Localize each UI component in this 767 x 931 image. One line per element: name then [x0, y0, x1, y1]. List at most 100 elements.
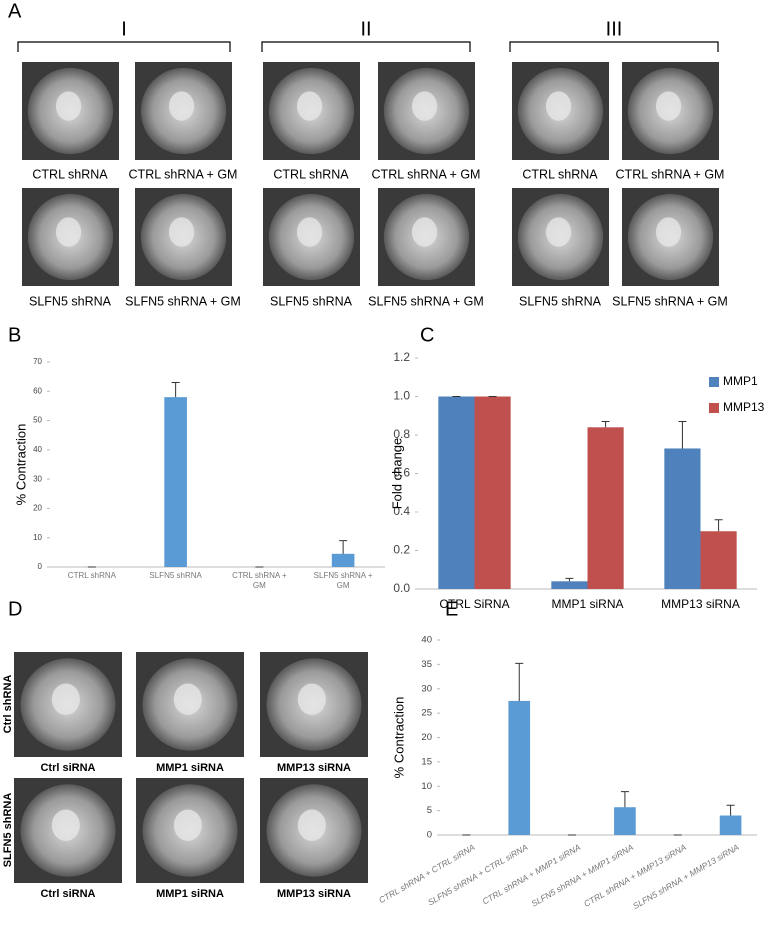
photo [622, 188, 719, 286]
x-tick-label: SLFN5 shRNA + CTRL siRNA [426, 842, 530, 908]
x-tick-label: CTRL shRNA [67, 571, 116, 580]
error-bar [620, 791, 629, 808]
photo [378, 62, 475, 160]
gel [545, 91, 572, 121]
photo-caption: SLFN5 shRNA [29, 294, 112, 308]
photo [512, 188, 609, 286]
panel-label: A [8, 0, 22, 22]
photo [14, 652, 122, 757]
photo-caption: Ctrl siRNA [40, 762, 95, 774]
photo-caption: SLFN5 shRNA + GM [612, 294, 728, 308]
panel-label: B [8, 324, 21, 346]
error-bar [171, 382, 180, 398]
y-tick-label: 40 [421, 635, 432, 646]
error-bar [339, 540, 348, 554]
y-tick-label: 25 [421, 708, 432, 719]
y-axis-label: % Contraction [13, 424, 28, 506]
x-tick-label: MMP1 siRNA [551, 597, 623, 611]
gel [51, 809, 80, 841]
y-tick-label: 0 [38, 562, 43, 571]
gel [297, 809, 326, 841]
y-tick-label: 20 [421, 732, 432, 743]
gel [296, 217, 323, 247]
photo-caption: CTRL shRNA + GM [129, 167, 238, 181]
gel [173, 809, 202, 841]
bar [438, 396, 475, 589]
error-bar [515, 662, 524, 701]
gel [168, 91, 195, 121]
y-axis-label: Fold change [389, 438, 404, 510]
photo-caption: MMP1 siRNA [156, 888, 224, 900]
photo-caption: SLFN5 shRNA [519, 294, 602, 308]
photo [22, 62, 119, 160]
y-tick-label: 50 [33, 416, 42, 425]
photo [14, 778, 122, 883]
gel [51, 683, 80, 715]
photo [135, 62, 232, 160]
panel-label: C [420, 324, 434, 346]
error-bar [601, 421, 610, 428]
x-tick-label: SLFN5 shRNA + MMP13 siRNA [631, 842, 741, 911]
x-tick-label-box: SLFN5 shRNA [149, 571, 202, 580]
photo [136, 652, 244, 757]
y-tick-label: 30 [33, 474, 42, 483]
gel [173, 683, 202, 715]
y-tick-label: 0.6 [393, 466, 410, 480]
photo-caption: SLFN5 shRNA + GM [125, 294, 241, 308]
photo [263, 188, 360, 286]
bar [474, 396, 511, 589]
y-tick-label: 35 [421, 659, 432, 670]
row-label: Ctrl shRNA [2, 675, 14, 734]
y-tick-label: 30 [421, 683, 432, 694]
gel [297, 683, 326, 715]
y-axis-label: % Contraction [391, 697, 406, 779]
gel [655, 217, 682, 247]
photo [512, 62, 609, 160]
photo [135, 188, 232, 286]
x-tick-label-box: CTRL shRNA [67, 571, 116, 580]
x-tick-label: CTRL SiRNA [439, 597, 509, 611]
photo-caption: MMP13 siRNA [277, 762, 351, 774]
y-tick-label: 20 [33, 504, 42, 513]
photo [378, 188, 475, 286]
photo-caption: CTRL shRNA [273, 167, 349, 181]
y-tick-label: 0 [427, 830, 432, 841]
bracket [17, 41, 231, 52]
panel-label: D [8, 598, 22, 620]
y-tick-label: 70 [33, 357, 42, 366]
x-tick-label: MMP13 siRNA [661, 597, 740, 611]
y-tick-label: 0.4 [393, 504, 410, 518]
legend-swatch [709, 377, 719, 387]
photo-caption: MMP1 siRNA [156, 762, 224, 774]
legend-label: MMP13 [723, 400, 765, 414]
panel-label: E [445, 598, 458, 620]
bar [164, 397, 187, 567]
gel [55, 91, 82, 121]
photo [622, 62, 719, 160]
x-tick-label-box: SLFN5 shRNA + GM [314, 571, 373, 590]
x-tick-label: SLFN5 shRNA [149, 571, 202, 580]
group-label: III [606, 18, 623, 40]
bar [614, 807, 636, 835]
photo [22, 188, 119, 286]
photo-caption: SLFN5 shRNA [270, 294, 353, 308]
photo [260, 778, 368, 883]
y-tick-label: 40 [33, 445, 42, 454]
bar [700, 531, 737, 589]
error-bar [714, 519, 723, 532]
photo [260, 652, 368, 757]
x-tick-label: SLFN5 shRNA + MMP1 siRNA [529, 842, 635, 909]
error-bar [678, 421, 687, 449]
x-tick-label: CTRL shRNA + MMP13 siRNA [582, 842, 688, 909]
bar [508, 700, 531, 835]
y-tick-label: 1.0 [393, 389, 410, 403]
x-tick-label: CTRL shRNA + CTRL siRNA [377, 842, 477, 905]
legend-label: MMP1 [723, 374, 758, 388]
y-tick-label: 0.2 [393, 543, 410, 557]
x-tick-label: CTRL shRNA + GM [232, 571, 287, 590]
bracket [509, 41, 719, 52]
gel [411, 217, 438, 247]
legend-swatch [709, 403, 719, 413]
photo [263, 62, 360, 160]
